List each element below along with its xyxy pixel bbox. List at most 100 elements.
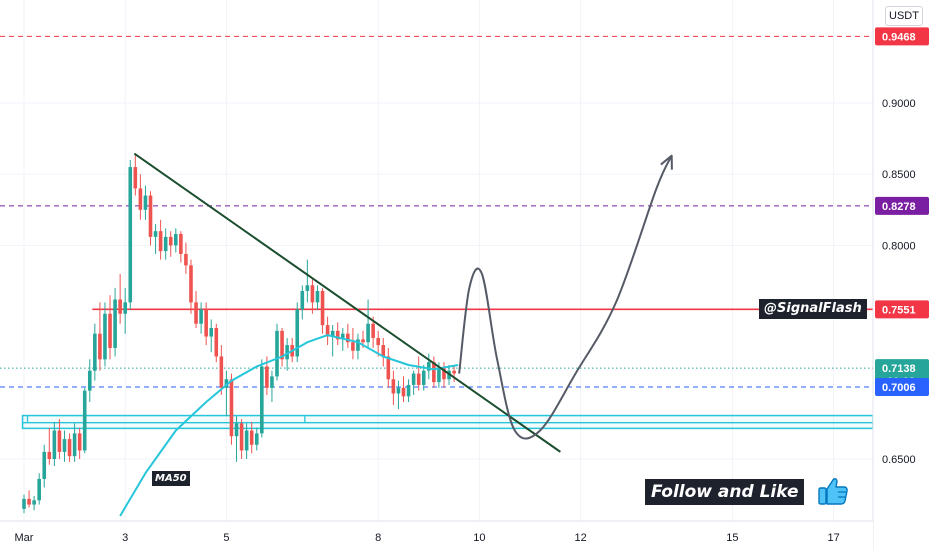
watermark-text: @SignalFlash [764, 301, 862, 316]
time-axis: Mar 3 5 8 10 12 15 17 [0, 520, 873, 550]
candle-body [270, 376, 274, 388]
currency-label: USDT [889, 10, 919, 22]
candle-body [356, 339, 360, 351]
candle-body [138, 188, 143, 210]
candle-body [249, 430, 254, 445]
price-axis-bg [873, 0, 932, 550]
price-tag-4 [875, 377, 929, 396]
candle-body [416, 373, 421, 385]
time-tick-label: Mar [15, 532, 34, 544]
time-tick-label: 17 [827, 532, 839, 544]
candle-body [204, 309, 208, 337]
candle-body [52, 430, 57, 459]
time-tick-label: 10 [473, 532, 485, 544]
candle-body [280, 330, 284, 360]
candle-body [396, 387, 401, 394]
candle-body [427, 362, 431, 371]
candle-body [133, 167, 138, 189]
candle-body [320, 290, 325, 326]
candle-body [82, 390, 87, 451]
support-zone [21, 414, 874, 430]
candle-body [229, 379, 234, 437]
candle-body [32, 500, 36, 505]
candle-body [72, 433, 77, 457]
candle-body [285, 345, 289, 360]
candle-body [62, 439, 67, 452]
follow-text: Follow and Like [651, 482, 799, 502]
candle-body [442, 367, 446, 380]
candle-body [401, 387, 406, 397]
candle-body [153, 231, 158, 237]
candle-body [148, 195, 153, 237]
price-tag-1 [875, 196, 929, 215]
candle-body [47, 451, 52, 459]
candle-body [77, 433, 82, 451]
candle-body [421, 370, 426, 385]
candle-body [234, 423, 239, 437]
candle-body [325, 325, 330, 337]
candle-body [67, 439, 72, 457]
ma50-layer [119, 334, 459, 517]
projection-arrowhead [660, 154, 673, 170]
price-tick-label: 0.8500 [882, 169, 916, 181]
candle-body [163, 236, 168, 252]
follow-banner[interactable]: Follow and Like [645, 479, 805, 505]
candle-body [128, 167, 133, 303]
candle-body [452, 370, 456, 374]
candle-body [22, 498, 26, 509]
price-tick-label: 0.6500 [882, 454, 916, 466]
price-tick-label: 0.8000 [882, 240, 916, 252]
candle-body [386, 356, 391, 380]
price-axis: 0.9000 0.8500 0.8000 0.6500 0.9468 0.8278 0.75… [872, 0, 932, 550]
candle-body [346, 333, 350, 343]
candle-body [108, 313, 112, 348]
candle-body [174, 234, 178, 246]
candle-body [123, 302, 127, 314]
price-tag-label: 0.8278 [882, 201, 916, 213]
projection-path [458, 155, 673, 440]
candle-body [295, 309, 300, 357]
candle-body [57, 430, 62, 452]
candle-body [37, 478, 41, 501]
candle-body [184, 253, 188, 266]
candle-body [214, 327, 219, 357]
candle-body [189, 265, 193, 303]
candle-body [254, 433, 259, 445]
watermark-handle: @SignalFlash [759, 299, 867, 319]
grid [0, 0, 873, 521]
candle-body [143, 195, 148, 210]
time-tick-label: 8 [375, 532, 381, 544]
price-tag-0 [875, 27, 929, 46]
thumbs-up-icon[interactable] [816, 474, 850, 508]
candle-body [98, 333, 102, 360]
candle-body [265, 366, 269, 388]
candle-body [194, 302, 198, 324]
currency-badge[interactable]: USDT [885, 6, 923, 26]
candle-body [361, 339, 365, 343]
candle-body [371, 323, 375, 338]
candle-body [315, 290, 320, 303]
candle-body [224, 379, 229, 388]
price-tick-label: 0.9000 [882, 98, 916, 110]
candle-body [158, 231, 163, 252]
time-axis-bg [0, 521, 873, 550]
ma-label-text: MA50 [155, 473, 187, 484]
candle-body [310, 285, 315, 303]
time-tick-label: 12 [574, 532, 586, 544]
candles [22, 154, 456, 514]
candle-body [351, 342, 355, 351]
candle-body [366, 323, 370, 343]
candle-body [118, 299, 122, 314]
price-tag-label: 0.7551 [882, 304, 916, 316]
candle-body [199, 309, 203, 324]
ma50-line [119, 334, 459, 517]
candle-body [330, 330, 335, 337]
candle-body [340, 333, 345, 340]
candle-body [275, 330, 279, 377]
candle-body [93, 333, 97, 371]
candle-body [244, 430, 249, 451]
candle-body [113, 299, 117, 348]
time-tick-label: 5 [223, 532, 229, 544]
price-tag-label: 0.7006 [882, 382, 916, 394]
